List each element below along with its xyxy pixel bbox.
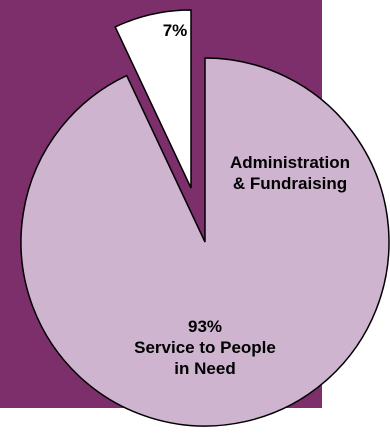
slice-percent-admin: 7% <box>150 20 200 41</box>
slice-label-admin-line-2: & Fundraising <box>200 173 380 194</box>
slice-label-admin-line-1: Administration <box>200 152 380 173</box>
slice-label-admin: Administration & Fundraising <box>200 152 380 194</box>
slice-label-service-line-1: Service to People <box>100 337 310 358</box>
slice-label-service: 93% Service to People in Need <box>100 316 310 379</box>
slice-percent-service: 93% <box>100 316 310 337</box>
slice-label-service-line-2: in Need <box>100 358 310 379</box>
